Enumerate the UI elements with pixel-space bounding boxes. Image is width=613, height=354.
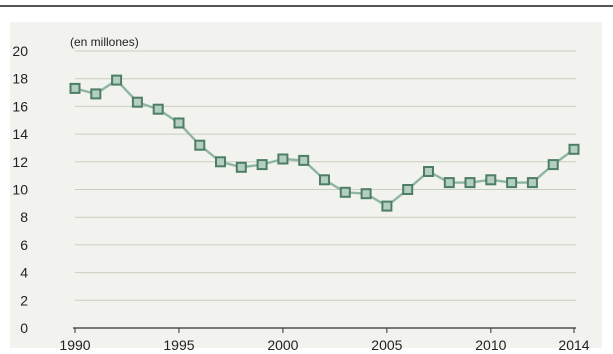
data-point-1996 [194, 139, 206, 151]
data-point-1990 [69, 82, 81, 94]
x-tick-label: 2005 [371, 337, 402, 353]
chart-panel [10, 22, 602, 348]
data-point-2011 [506, 177, 518, 189]
data-point-1998 [235, 161, 247, 173]
x-tick-label: 2010 [475, 337, 506, 353]
x-axis [73, 327, 576, 333]
data-point-2014 [568, 143, 580, 155]
series-markers [69, 74, 580, 212]
data-point-2008 [443, 177, 455, 189]
data-point-2001 [298, 154, 310, 166]
y-tick-label: 14 [12, 126, 28, 142]
data-point-2000 [277, 153, 289, 165]
y-tick-label: 0 [20, 320, 28, 336]
y-tick-label: 16 [12, 98, 28, 114]
series-path [74, 78, 575, 208]
y-tick-label: 18 [12, 71, 28, 87]
series-line [74, 78, 575, 208]
y-tick-label: 4 [20, 265, 28, 281]
x-tick-label: 2000 [267, 337, 298, 353]
data-point-1991 [90, 88, 102, 100]
data-point-2010 [485, 174, 497, 186]
y-tick-label: 10 [12, 182, 28, 198]
top-rule [0, 5, 613, 7]
data-point-1995 [173, 117, 185, 129]
data-point-1997 [215, 156, 226, 168]
y-tick-label: 2 [20, 292, 28, 308]
y-tick-label: 12 [12, 154, 28, 170]
data-point-2006 [402, 184, 414, 195]
data-point-2002 [319, 174, 330, 186]
data-point-1999 [256, 159, 268, 171]
data-point-2007 [423, 166, 434, 177]
data-point-2012 [526, 177, 538, 189]
y-tick-label: 6 [20, 237, 28, 253]
data-point-2013 [547, 159, 559, 171]
x-tick-label: 1990 [59, 337, 90, 353]
data-point-2004 [360, 188, 372, 200]
x-tick-labels: 1990 1995 2000 2005 2010 2014 [59, 337, 589, 353]
y-tick-label: 20 [12, 43, 28, 59]
x-tick-label: 2014 [558, 337, 589, 353]
data-point-1994 [152, 103, 164, 115]
data-point-2003 [339, 186, 351, 198]
data-point-1992 [111, 74, 123, 86]
y-tick-label: 8 [20, 209, 28, 225]
y-tick-labels: 0 2 4 6 8 10 12 14 16 18 20 [12, 43, 28, 336]
data-point-1993 [131, 96, 143, 108]
grid-lines [75, 50, 576, 301]
data-point-2005 [381, 200, 393, 212]
unit-label: (en millones) [70, 35, 139, 49]
x-tick-label: 1995 [163, 337, 194, 353]
data-point-2009 [464, 177, 476, 189]
